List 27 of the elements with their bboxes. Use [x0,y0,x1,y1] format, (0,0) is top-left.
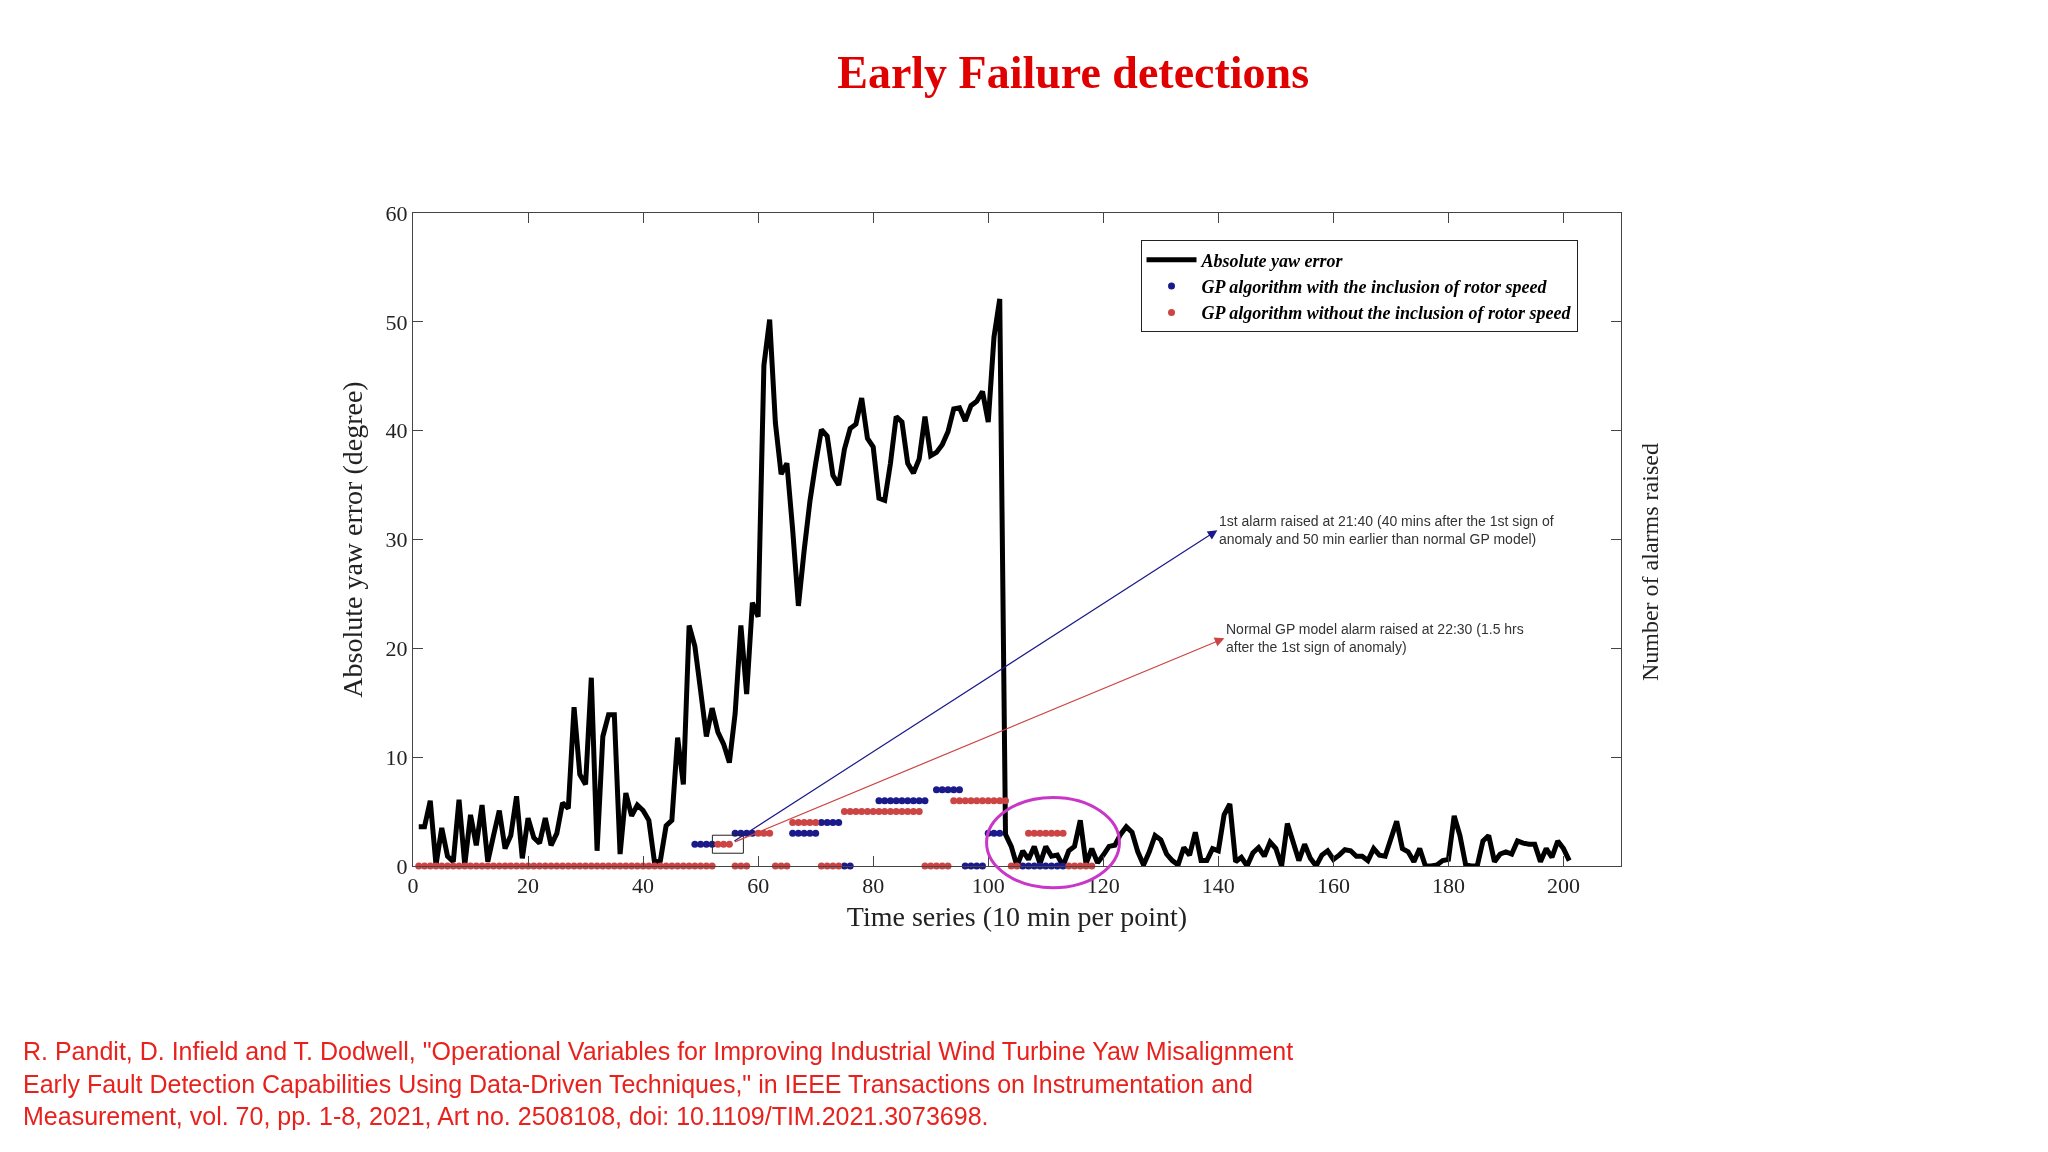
y-tick-label: 20 [385,636,408,662]
x-tick-label: 100 [971,873,1005,899]
annotation: Normal GP model alarm raised at 22:30 (1.5 hrs after the 1st sign of anomaly) [1226,621,1524,656]
x-tick-label: 140 [1201,873,1235,899]
y-tick-label: 50 [385,309,408,335]
y-tick-label: 60 [385,200,408,226]
y-tick-label: 30 [385,527,408,553]
legend-label: GP algorithm with the inclusion of rotor speed [1201,277,1548,298]
x-tick-label: 40 [632,873,655,899]
annotation: 1st alarm raised at 21:40 (40 mins after the 1st sign of anomaly and 50 min earlier than normal GP model) [1219,513,1554,548]
x-tick-label: 20 [517,873,540,899]
x-tick-label: 120 [1086,873,1120,899]
x-tick-label: 180 [1431,873,1465,899]
y-tick-label: 0 [396,853,408,879]
x-tick-label: 160 [1316,873,1350,899]
y-axis-title: Absolute yaw error (degree) [337,381,369,698]
x-tick-label: 200 [1546,873,1580,899]
text: R. Pandit, D. Infield and T. Dodwell, "Operational Variables for Improving Industrial Wind Turbine Yaw Misalignment Early Fault Detection Capabilities Using Data-Driven Techniques," in IEEE Transactions on Instrumentation and Measurement, vol. 70, pp. 1-8, 2021, Art no. 2508108, doi: 10.1109/TIM.2021.3073698. [23,1037,1294,1130]
x-axis-title: Time series (10 min per point) [846,900,1188,932]
x-tick-label: 60 [747,873,770,899]
legend-label: GP algorithm without the inclusion of rotor speed [1201,303,1572,324]
y2-axis-title: Number of alarms raised [1636,443,1663,682]
y-tick-label: 10 [385,744,408,770]
y-tick-label: 40 [385,418,408,444]
chart-title: Early Failure detections [837,47,1310,99]
x-tick-label: 80 [862,873,885,899]
legend-label: Absolute yaw error [1200,250,1344,271]
